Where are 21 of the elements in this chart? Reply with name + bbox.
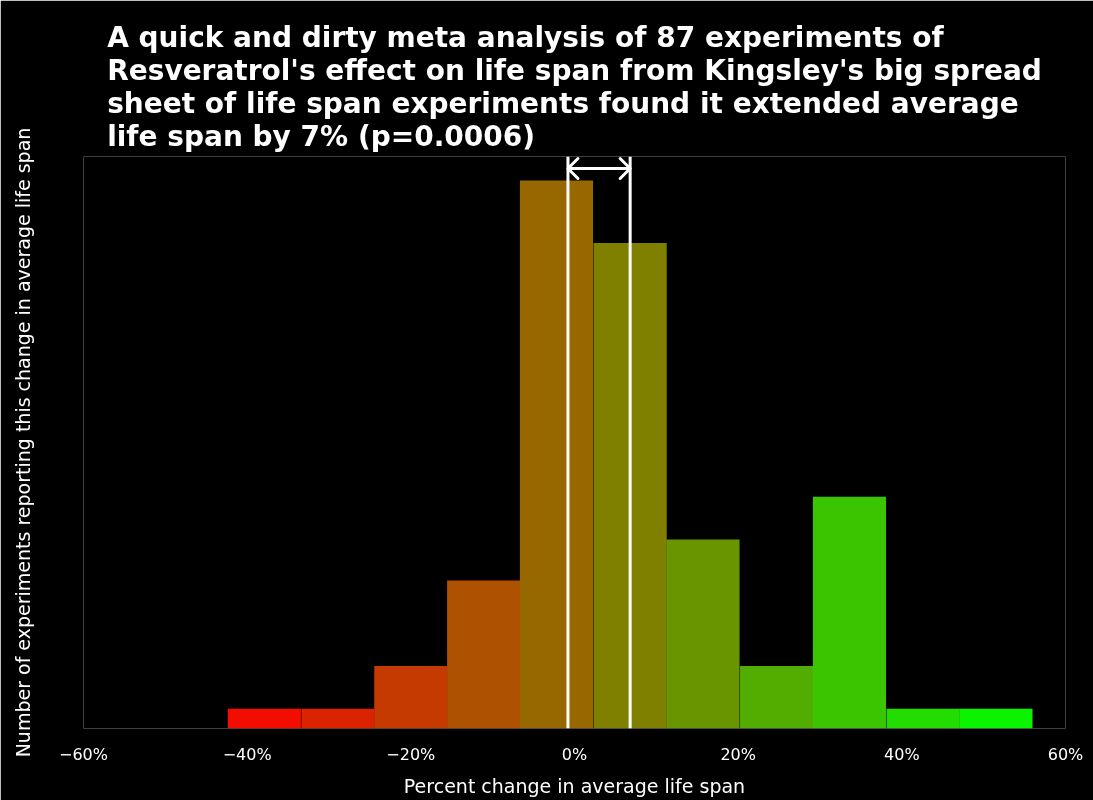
bar <box>227 708 301 729</box>
x-tick-label: 40% <box>884 744 920 764</box>
x-tick-label: −20% <box>386 744 436 764</box>
x-tick-label: 0% <box>561 744 588 764</box>
bar <box>447 580 521 729</box>
bar <box>593 243 667 729</box>
x-tick-label: −40% <box>222 744 272 764</box>
bar <box>666 539 740 729</box>
bar <box>301 708 375 729</box>
bar <box>959 708 1033 729</box>
x-tick-label: −60% <box>59 744 108 764</box>
bar <box>812 496 887 729</box>
x-tick-label: 20% <box>720 744 756 764</box>
bar <box>519 180 594 729</box>
bar <box>740 666 814 729</box>
y-axis-title: Number of experiments reporting this change in average life span <box>11 127 34 758</box>
bar <box>374 666 448 729</box>
x-axis-title: Percent change in average life span <box>403 774 746 797</box>
x-tick-label: 60% <box>1047 744 1084 764</box>
chart-title: A quick and dirty meta analysis of 87 experiments of Resveratrol's effect on life span from Kingsley's big spread sheet of life span experiments found it extended average life span by 7% (p=0.0006) <box>107 20 1042 153</box>
bar <box>886 708 960 729</box>
